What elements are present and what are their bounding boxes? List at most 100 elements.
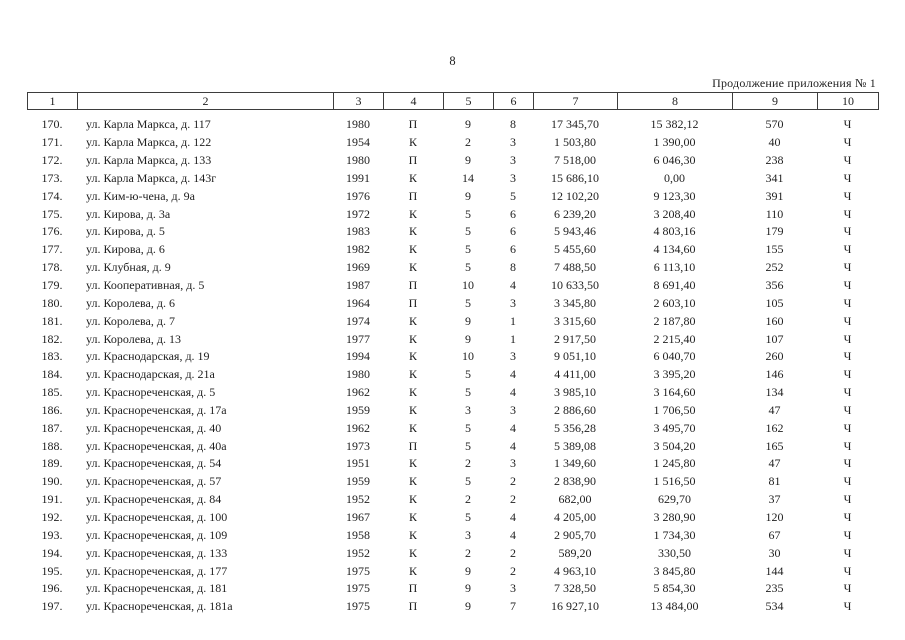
table-cell: 2 917,50 — [554, 331, 596, 346]
table-row: 185. ул. Краснореченская, д. 5 1962 К 5 4 3 98… — [27, 384, 878, 402]
table-cell: 196. — [41, 581, 63, 596]
table-cell: 5 943,46 — [554, 224, 596, 239]
table-row: 170. ул. Карла Маркса, д. 117 1980 П 9 8 17 34… — [27, 112, 878, 134]
table-cell: П — [408, 153, 418, 168]
table-cell: Ч — [843, 527, 852, 542]
table-cell: 2 — [510, 563, 516, 578]
table-cell: 37 — [768, 492, 781, 507]
table-cell: ул. Краснореченская, д. 181а — [86, 599, 233, 614]
table-cell: 4 411,00 — [554, 367, 596, 382]
table-cell: 2 886,60 — [554, 402, 596, 417]
table-row: 194. ул. Краснореченская, д. 133 1952 К 2 2 58… — [27, 544, 878, 562]
table-cell: 7 328,50 — [554, 581, 596, 596]
table-cell: 4 — [510, 367, 516, 382]
table-cell: 144 — [765, 563, 784, 578]
column-header: 10 — [817, 92, 879, 110]
table-row: 189. ул. Краснореченская, д. 54 1951 К 2 3 1 3… — [27, 455, 878, 473]
table-cell: 160 — [765, 313, 784, 328]
table-cell: 2 187,80 — [653, 313, 696, 328]
table-cell: 6 239,20 — [554, 206, 596, 221]
table-cell: П — [408, 599, 418, 614]
table-cell: Ч — [843, 224, 852, 239]
table-cell: 682,00 — [558, 492, 592, 507]
table-cell: 589,20 — [558, 545, 592, 560]
table-cell: 9 — [465, 313, 471, 328]
table-cell: К — [408, 420, 417, 435]
table-cell: 1973 — [346, 438, 370, 453]
table-cell: 3 504,20 — [653, 438, 696, 453]
table-cell: 105 — [765, 295, 784, 310]
table-cell: 1 706,50 — [653, 402, 696, 417]
table-cell: 180. — [41, 295, 63, 310]
table-row: 192. ул. Краснореченская, д. 100 1967 К 5 4 4 … — [27, 509, 878, 527]
table-cell: Ч — [843, 492, 852, 507]
table-header: 1 2 3 4 5 6 7 8 9 10 — [27, 92, 879, 110]
table-cell: 3 — [510, 402, 516, 417]
table-cell: 1954 — [346, 135, 370, 150]
table-cell: 3 — [510, 153, 516, 168]
table-cell: ул. Королева, д. 6 — [86, 295, 175, 310]
table-cell: П — [408, 188, 418, 203]
table-row: 175. ул. Кирова, д. 3а 1972 К 5 6 6 239,20 3 20… — [27, 205, 878, 223]
table-cell: 178. — [41, 260, 63, 275]
table-cell: К — [408, 456, 417, 471]
table-cell: 184. — [41, 367, 63, 382]
table-cell: 183. — [41, 349, 63, 364]
table-cell: 9 — [465, 331, 471, 346]
table-cell: Ч — [843, 278, 852, 293]
column-header: 1 — [27, 92, 78, 110]
table-cell: ул. Краснодарская, д. 19 — [86, 349, 210, 364]
table-cell: П — [408, 581, 418, 596]
table-cell: Ч — [843, 456, 852, 471]
table-cell: 3 164,60 — [653, 385, 696, 400]
table-cell: 2 838,90 — [554, 474, 596, 489]
table-cell: 16 927,10 — [551, 599, 599, 614]
table-cell: 185. — [41, 385, 63, 400]
table-cell: 3 208,40 — [653, 206, 696, 221]
table-cell: 191. — [41, 492, 63, 507]
table-row: 190. ул. Краснореченская, д. 57 1959 К 5 2 2 8… — [27, 473, 878, 491]
table-cell: Ч — [843, 206, 852, 221]
table-cell: 3 — [510, 295, 516, 310]
table-cell: 3 — [510, 349, 516, 364]
table-cell: Ч — [843, 385, 852, 400]
table-row: 191. ул. Краснореченская, д. 84 1952 К 2 2 682… — [27, 491, 878, 509]
table-cell: 194. — [41, 545, 63, 560]
table-cell: 260 — [765, 349, 784, 364]
table-cell: К — [408, 170, 417, 185]
table-cell: 10 633,50 — [551, 278, 599, 293]
table-cell: 9 — [465, 153, 471, 168]
table-cell: Ч — [843, 420, 852, 435]
table-cell: 1952 — [346, 545, 370, 560]
table-cell: 4 — [510, 278, 516, 293]
table-cell: 1980 — [346, 367, 370, 382]
table-cell: Ч — [843, 349, 852, 364]
table-cell: 1 — [510, 331, 516, 346]
table-cell: 3 280,90 — [653, 509, 696, 524]
table-cell: 1 503,80 — [554, 135, 596, 150]
column-header: 3 — [333, 92, 384, 110]
table-cell: 9 — [465, 563, 471, 578]
table-cell: 1982 — [346, 242, 370, 257]
table-cell: 1980 — [346, 153, 370, 168]
table-row: 187. ул. Краснореченская, д. 40 1962 К 5 4 5 3… — [27, 419, 878, 437]
table-cell: 9 — [465, 188, 471, 203]
table-cell: К — [408, 313, 417, 328]
table-cell: ул. Краснореченская, д. 54 — [86, 456, 222, 471]
table-cell: 1975 — [346, 563, 370, 578]
continuation-label: Продолжение приложения № 1 — [712, 76, 876, 90]
table-cell: 238 — [765, 153, 784, 168]
table-cell: 107 — [765, 331, 784, 346]
table-cell: 10 — [462, 278, 474, 293]
table-cell: 189. — [41, 456, 63, 471]
table-cell: 1 — [510, 313, 516, 328]
table-cell: 1994 — [346, 349, 370, 364]
table-cell: 5 854,30 — [653, 581, 696, 596]
table-row: 176. ул. Кирова, д. 5 1983 К 5 6 5 943,46 4 803… — [27, 223, 878, 241]
table-cell: Ч — [843, 295, 852, 310]
column-header: 4 — [383, 92, 444, 110]
table-cell: 5 — [465, 474, 471, 489]
table-cell: 4 — [510, 527, 516, 542]
table-cell: 175. — [41, 206, 63, 221]
